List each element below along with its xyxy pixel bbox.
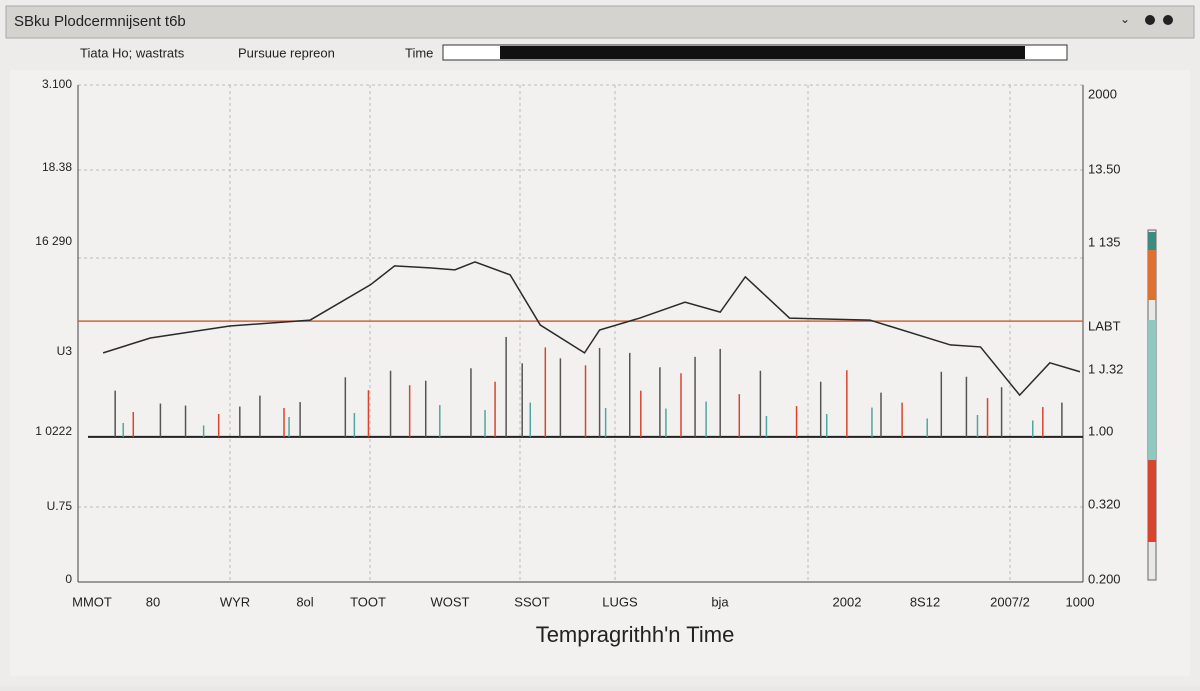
window-title: SBku Plodcermnijsent t6b <box>14 13 186 30</box>
x-axis-label: bja <box>711 594 729 609</box>
y-axis-label: 16 290 <box>35 234 72 248</box>
color-scale-segment <box>1148 250 1156 300</box>
y-axis-label: 3.100 <box>42 77 72 91</box>
window-control[interactable] <box>1145 15 1155 25</box>
x-axis-label: SSOT <box>514 594 549 609</box>
toolbar-item[interactable]: Pursuue repreon <box>238 45 335 60</box>
y2-axis-label: 13.50 <box>1088 161 1121 176</box>
y2-axis-label: 0.320 <box>1088 496 1121 511</box>
color-scale-segment <box>1148 232 1156 250</box>
x-axis-label: 2007/2 <box>990 594 1030 609</box>
y2-axis-label: 2000 <box>1088 86 1117 101</box>
menu-icon[interactable]: ⌄ <box>1120 12 1130 26</box>
window-control[interactable] <box>1163 15 1173 25</box>
y-axis-label: 0 <box>65 572 72 586</box>
x-axis-label: 8S12 <box>910 594 940 609</box>
y2-axis-label: 0.200 <box>1088 571 1121 586</box>
data-line <box>102 261 1081 397</box>
y-axis-label: 18.38 <box>42 160 72 174</box>
x-axis-label: WOST <box>431 594 470 609</box>
color-scale <box>1147 229 1157 581</box>
x-axis-label: 2002 <box>833 594 862 609</box>
color-scale-segment <box>1148 460 1156 542</box>
y2-axis-label: LABT <box>1088 318 1121 333</box>
y-axis-label: 1 0222 <box>35 424 72 438</box>
time-label: Time <box>405 45 433 60</box>
y2-axis-label: 1.00 <box>1088 423 1113 438</box>
toolbar-item[interactable]: Tiata Ho; wastrats <box>80 45 185 60</box>
y-axis-label: U.75 <box>47 499 73 513</box>
y-axis-label: U3 <box>57 344 73 358</box>
x-axis-label: WYR <box>220 594 250 609</box>
y2-axis-label: 1 J.32 <box>1088 361 1123 376</box>
grid <box>78 84 1083 582</box>
x-axis-title: Tempragrithh'n Time <box>536 622 735 647</box>
x-axis-label: 80 <box>146 594 160 609</box>
y2-axis-label: 1 135 <box>1088 234 1121 249</box>
time-slider-range[interactable] <box>500 46 1025 59</box>
title-bar <box>5 5 1195 39</box>
x-axis-label: 1000 <box>1066 594 1095 609</box>
x-axis-label: LUGS <box>602 594 638 609</box>
color-scale-segment <box>1148 320 1156 460</box>
x-axis-label: 8ol <box>296 594 313 609</box>
x-axis-label: TOOT <box>350 594 386 609</box>
x-axis-label: MMOT <box>72 594 112 609</box>
